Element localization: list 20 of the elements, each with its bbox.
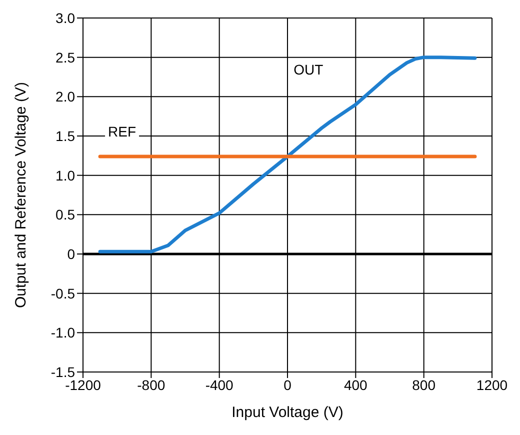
y-tick-label: -1.0 xyxy=(50,324,76,341)
text: OUT xyxy=(294,62,324,78)
x-axis-title: Input Voltage (V) xyxy=(232,404,344,421)
y-tick-label: 2.5 xyxy=(56,49,76,66)
y-tick-label: 1.0 xyxy=(56,167,76,184)
y-axis-title: Output and Reference Voltage (V) xyxy=(12,82,30,308)
y-tick-label: 1.5 xyxy=(56,128,76,144)
x-tick-label: 1200 xyxy=(476,376,508,393)
x-tick-label: 0 xyxy=(284,376,292,393)
y-tick-label: 3.0 xyxy=(56,10,76,26)
x-tick-label: -400 xyxy=(205,376,234,393)
y-tick-label: -0.5 xyxy=(50,285,76,302)
y-tick-label: 0.5 xyxy=(56,206,76,223)
y-tick-label: 0 xyxy=(67,246,76,262)
x-tick-label: -800 xyxy=(137,376,166,393)
line-series xyxy=(98,56,477,254)
x-tick-label: 800 xyxy=(412,376,436,393)
x-tick-label: 400 xyxy=(344,376,368,393)
series-label: REF xyxy=(108,123,136,140)
y-tick-label: 2.0 xyxy=(56,88,76,105)
